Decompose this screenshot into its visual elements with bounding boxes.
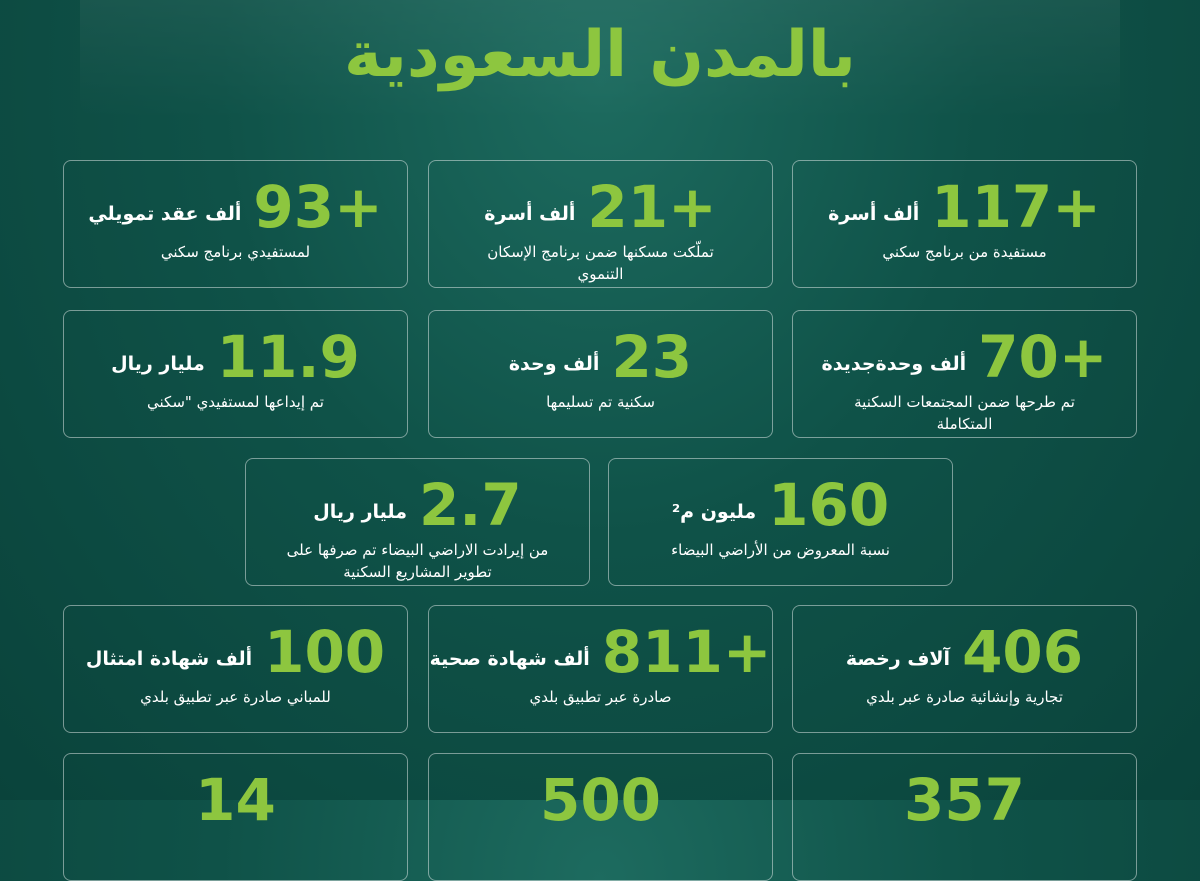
stat-number: 100 bbox=[264, 618, 386, 686]
stat-head: +70 ألف وحدةجديدة bbox=[793, 325, 1136, 389]
stat-number: 357 bbox=[903, 766, 1026, 834]
stat-number: +70 bbox=[978, 323, 1108, 391]
stat-card: 23 ألف وحدة سكنية تم تسليمها bbox=[428, 310, 773, 438]
stat-card: 11.9 مليار ريال تم إيداعها لمستفيدي "سكني bbox=[63, 310, 408, 438]
stat-unit: مليار ريال bbox=[313, 501, 407, 523]
stat-unit: مليار ريال bbox=[111, 353, 205, 375]
stat-description: تم طرحها ضمن المجتمعات السكنية المتكاملة bbox=[854, 393, 1075, 433]
stat-number: 23 bbox=[611, 323, 693, 391]
stat-card: +117 ألف أسرة مستفيدة من برنامج سكني bbox=[792, 160, 1137, 288]
stat-number: 11.9 bbox=[216, 323, 360, 391]
stat-card: 160 مليون م² نسبة المعروض من الأراضي البيض… bbox=[608, 458, 953, 586]
stat-card: 100 ألف شهادة امتثال للمباني صادرة عبر تطب… bbox=[63, 605, 408, 733]
stat-description: للمباني صادرة عبر تطبيق بلدي bbox=[140, 688, 331, 706]
stat-number: 2.7 bbox=[418, 471, 522, 539]
stat-card: +811 ألف شهادة صحية صادرة عبر تطبيق بلدي bbox=[428, 605, 773, 733]
stat-card: 2.7 مليار ريال من إيرادت الاراضي البيضاء ت… bbox=[245, 458, 590, 586]
stat-unit: ألف شهادة صحية bbox=[429, 648, 590, 670]
stat-unit: ألف أسرة bbox=[484, 203, 576, 225]
stat-description: نسبة المعروض من الأراضي البيضاء bbox=[671, 541, 890, 559]
stat-head: +117 ألف أسرة bbox=[793, 175, 1136, 239]
stat-description: تم إيداعها لمستفيدي "سكني bbox=[147, 393, 324, 411]
stat-head: 2.7 مليار ريال bbox=[246, 473, 589, 537]
stat-unit: ألف وحدةجديدة bbox=[821, 353, 967, 375]
stat-description: سكنية تم تسليمها bbox=[546, 393, 655, 411]
stat-card: 406 آلاف رخصة تجارية وإنشائية صادرة عبر بل… bbox=[792, 605, 1137, 733]
stat-head: 23 ألف وحدة bbox=[429, 325, 772, 389]
stat-unit: مليون م² bbox=[671, 501, 757, 523]
title: بالمدن السعودية bbox=[344, 18, 856, 92]
stat-unit: ألف شهادة امتثال bbox=[85, 648, 253, 670]
stat-unit: ألف عقد تمويلي bbox=[88, 203, 242, 225]
stat-number: +21 bbox=[587, 173, 717, 241]
stat-number: 406 bbox=[962, 618, 1084, 686]
stat-unit: ألف وحدة bbox=[508, 353, 600, 375]
stat-description: مستفيدة من برنامج سكني bbox=[882, 243, 1047, 261]
stat-unit: آلاف رخصة bbox=[845, 648, 951, 670]
stat-number: +117 bbox=[931, 173, 1101, 241]
stat-description: تجارية وإنشائية صادرة عبر بلدي bbox=[866, 688, 1063, 706]
stat-number: 14 bbox=[195, 766, 276, 834]
stat-number: +811 bbox=[601, 618, 772, 686]
stat-description: صادرة عبر تطبيق بلدي bbox=[529, 688, 672, 706]
stat-card: +21 ألف أسرة تملّكت مسكنها ضمن برنامج الإس… bbox=[428, 160, 773, 288]
stat-description: لمستفيدي برنامج سكني bbox=[160, 243, 311, 261]
stat-number: 160 bbox=[768, 471, 890, 539]
stat-card: 14 bbox=[63, 753, 408, 881]
stat-head: 406 آلاف رخصة bbox=[793, 620, 1136, 684]
stat-head: +21 ألف أسرة bbox=[429, 175, 772, 239]
stat-number: 500 bbox=[539, 766, 662, 834]
stat-head: 11.9 مليار ريال bbox=[64, 325, 407, 389]
stat-number: +93 bbox=[253, 173, 383, 241]
stat-head: 160 مليون م² bbox=[609, 473, 952, 537]
stat-head: 357 bbox=[793, 768, 1136, 832]
stat-card: +93 ألف عقد تمويلي لمستفيدي برنامج سكني bbox=[63, 160, 408, 288]
stat-head: 500 bbox=[429, 768, 772, 832]
stat-head: 100 ألف شهادة امتثال bbox=[64, 620, 407, 684]
stat-card: +70 ألف وحدةجديدة تم طرحها ضمن المجتمعات ا… bbox=[792, 310, 1137, 438]
stat-head: +811 ألف شهادة صحية bbox=[429, 620, 772, 684]
stat-card: 357 bbox=[792, 753, 1137, 881]
stat-head: 14 bbox=[64, 768, 407, 832]
background-decoration bbox=[80, 0, 1120, 120]
stat-description: تملّكت مسكنها ضمن برنامج الإسكان التنموي bbox=[487, 243, 714, 283]
stat-card: 500 bbox=[428, 753, 773, 881]
stat-description: من إيرادت الاراضي البيضاء تم صرفها على ت… bbox=[286, 541, 549, 581]
stat-unit: ألف أسرة bbox=[828, 203, 920, 225]
stat-head: +93 ألف عقد تمويلي bbox=[64, 175, 407, 239]
